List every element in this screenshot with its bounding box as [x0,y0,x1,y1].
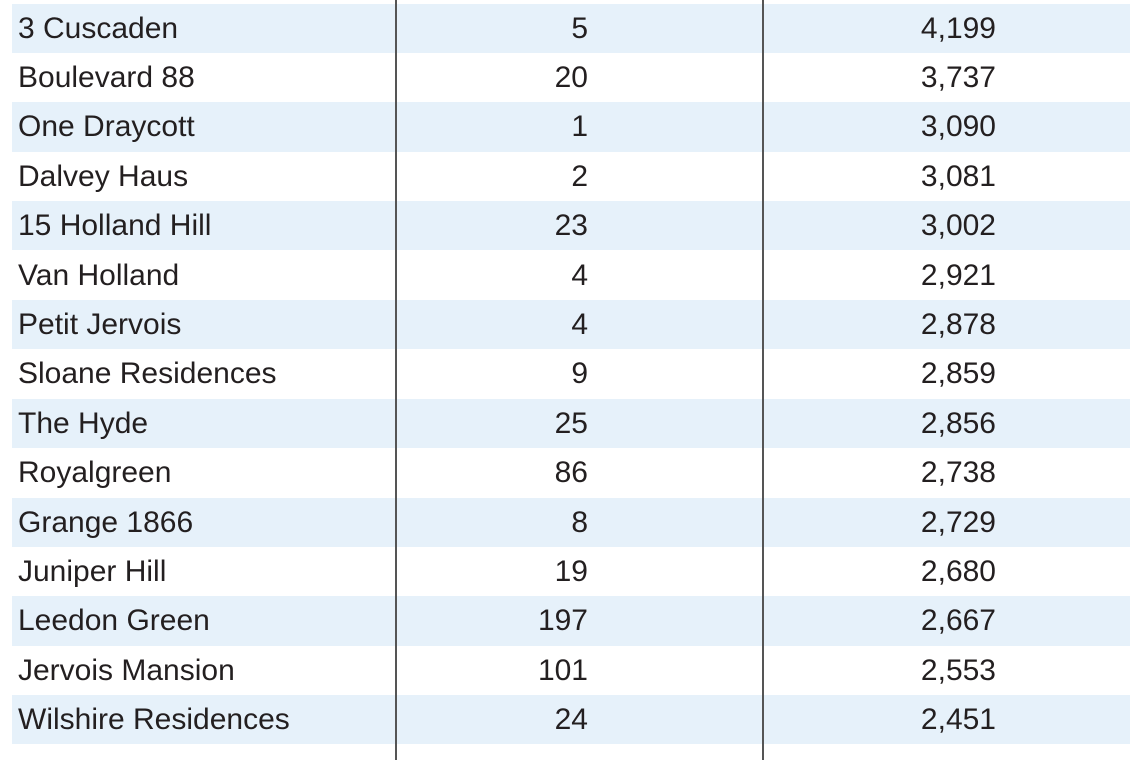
table-row: Boulevard 88 20 3,737 [12,53,1130,102]
units-count: 19 [554,554,588,588]
table-row: Leedon Green 197 2,667 [12,596,1130,646]
price-psf: 2,451 [920,703,996,737]
price-psf: 3,002 [920,209,996,243]
price-psf: 3,090 [920,110,996,144]
price-psf: 3,081 [920,159,996,193]
units-count: 2 [571,159,588,193]
table-row: Van Holland 4 2,921 [12,251,1130,300]
project-name: Sloane Residences [18,357,277,391]
project-name: Boulevard 88 [18,60,195,94]
project-name: Van Holland [18,258,180,292]
units-count: 5 [571,11,588,45]
units-count: 23 [554,209,588,243]
table-row: 15 Holland Hill 23 3,002 [12,201,1130,251]
units-count: 101 [537,653,588,687]
price-psf: 2,856 [920,406,996,440]
units-count: 4 [571,307,588,341]
units-count: 1 [571,110,588,144]
units-count: 9 [571,357,588,391]
project-name: Juniper Hill [18,554,167,588]
price-psf: 2,921 [920,258,996,292]
price-psf: 2,738 [920,456,996,490]
project-name: One Draycott [18,110,195,144]
column-divider [395,0,397,760]
project-name: Dalvey Haus [18,159,189,193]
price-psf: 2,680 [920,554,996,588]
table-row: Petit Jervois 4 2,878 [12,299,1130,350]
units-count: 20 [554,60,588,94]
project-name: Royalgreen [18,456,172,490]
project-name: Leedon Green [18,604,210,638]
project-name: 3 Cuscaden [18,11,179,45]
project-name: Grange 1866 [18,505,194,539]
column-divider [762,0,764,760]
price-psf: 2,859 [920,357,996,391]
table-row: 3 Cuscaden 5 4,199 [12,3,1130,53]
table-row: Jervois Mansion 101 2,553 [12,646,1130,695]
units-count: 25 [554,406,588,440]
table-row: The Hyde 25 2,856 [12,398,1130,449]
price-psf: 4,199 [920,11,996,45]
project-name: The Hyde [18,406,149,440]
table-row: Sloane Residences 9 2,859 [12,349,1130,398]
table-row: Wilshire Residences 24 2,451 [12,695,1130,745]
units-count: 197 [537,604,588,638]
table-row: One Draycott 1 3,090 [12,102,1130,152]
price-psf: 3,737 [920,60,996,94]
project-name: Wilshire Residences [18,703,290,737]
units-count: 86 [554,456,588,490]
table-row: Grange 1866 8 2,729 [12,497,1130,547]
units-count: 4 [571,258,588,292]
units-count: 8 [571,505,588,539]
project-name: Petit Jervois [18,307,182,341]
project-name: 15 Holland Hill [18,209,212,243]
table-row: Juniper Hill 19 2,680 [12,547,1130,596]
price-psf: 2,667 [920,604,996,638]
table-row: Dalvey Haus 2 3,081 [12,152,1130,201]
price-psf: 2,729 [920,505,996,539]
project-name: Jervois Mansion [18,653,235,687]
table-row: Royalgreen 86 2,738 [12,448,1130,497]
units-count: 24 [554,703,588,737]
price-psf: 2,553 [920,653,996,687]
price-psf: 2,878 [920,307,996,341]
